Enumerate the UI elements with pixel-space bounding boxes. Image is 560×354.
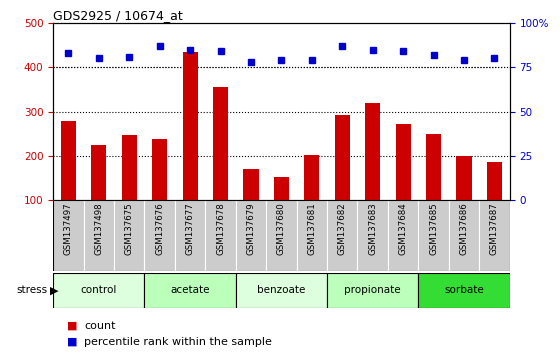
Text: acetate: acetate bbox=[170, 285, 210, 295]
Bar bbox=[114, 200, 144, 271]
Text: GSM137497: GSM137497 bbox=[64, 202, 73, 255]
Text: GSM137687: GSM137687 bbox=[490, 202, 499, 255]
Bar bbox=[479, 200, 510, 271]
Bar bbox=[236, 273, 327, 308]
Bar bbox=[266, 200, 297, 271]
Text: GSM137683: GSM137683 bbox=[368, 202, 377, 255]
Text: count: count bbox=[84, 321, 115, 331]
Bar bbox=[449, 200, 479, 271]
Bar bbox=[365, 103, 380, 200]
Text: GSM137679: GSM137679 bbox=[246, 202, 255, 255]
Bar bbox=[335, 115, 350, 200]
Bar bbox=[183, 52, 198, 200]
Text: GSM137676: GSM137676 bbox=[155, 202, 164, 255]
Text: GSM137680: GSM137680 bbox=[277, 202, 286, 255]
Bar bbox=[122, 135, 137, 200]
Text: propionate: propionate bbox=[344, 285, 401, 295]
Bar bbox=[91, 145, 106, 200]
Bar bbox=[244, 169, 259, 200]
Bar bbox=[418, 273, 510, 308]
Text: GSM137685: GSM137685 bbox=[429, 202, 438, 255]
Text: control: control bbox=[81, 285, 117, 295]
Text: sorbate: sorbate bbox=[444, 285, 484, 295]
Bar bbox=[456, 156, 472, 200]
Bar bbox=[395, 124, 410, 200]
Text: GSM137675: GSM137675 bbox=[125, 202, 134, 255]
Bar bbox=[297, 200, 327, 271]
Text: GSM137684: GSM137684 bbox=[399, 202, 408, 255]
Bar bbox=[53, 200, 83, 271]
Bar bbox=[274, 177, 289, 200]
Bar bbox=[213, 87, 228, 200]
Text: ■: ■ bbox=[67, 321, 78, 331]
Bar bbox=[175, 200, 206, 271]
Bar bbox=[53, 273, 144, 308]
Text: GDS2925 / 10674_at: GDS2925 / 10674_at bbox=[53, 9, 183, 22]
Bar bbox=[327, 273, 418, 308]
Text: benzoate: benzoate bbox=[257, 285, 306, 295]
Bar bbox=[304, 155, 319, 200]
Text: GSM137677: GSM137677 bbox=[185, 202, 195, 255]
Bar bbox=[426, 133, 441, 200]
Text: ■: ■ bbox=[67, 337, 78, 347]
Bar bbox=[418, 200, 449, 271]
Bar bbox=[327, 200, 357, 271]
Bar bbox=[206, 200, 236, 271]
Bar bbox=[388, 200, 418, 271]
Text: stress: stress bbox=[16, 285, 48, 295]
Bar bbox=[144, 200, 175, 271]
Bar bbox=[83, 200, 114, 271]
Text: ▶: ▶ bbox=[50, 285, 59, 295]
Bar bbox=[144, 273, 236, 308]
Text: GSM137681: GSM137681 bbox=[307, 202, 316, 255]
Bar bbox=[236, 200, 266, 271]
Text: GSM137686: GSM137686 bbox=[459, 202, 469, 255]
Bar bbox=[152, 139, 167, 200]
Text: GSM137682: GSM137682 bbox=[338, 202, 347, 255]
Bar bbox=[487, 162, 502, 200]
Text: GSM137498: GSM137498 bbox=[94, 202, 104, 255]
Text: percentile rank within the sample: percentile rank within the sample bbox=[84, 337, 272, 347]
Text: GSM137678: GSM137678 bbox=[216, 202, 225, 255]
Bar bbox=[357, 200, 388, 271]
Bar bbox=[61, 121, 76, 200]
